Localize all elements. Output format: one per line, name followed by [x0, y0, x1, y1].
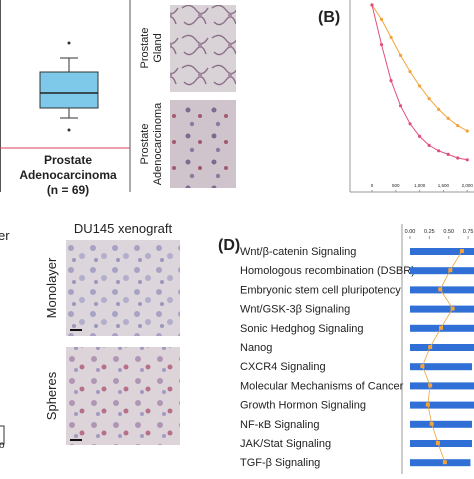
row-label: Monolayer: [44, 257, 59, 318]
cut-label: o: [0, 440, 5, 451]
panel-label: (B): [318, 9, 340, 26]
ratio-point: [429, 421, 434, 426]
point: [418, 84, 422, 88]
pathway-label: Nanog: [240, 342, 272, 354]
pathway-label: Wnt/β-catenin Signaling: [240, 246, 356, 258]
cut-box: [0, 425, 5, 445]
ratio-point: [435, 441, 440, 445]
x-tick-label: 0.75: [463, 229, 474, 235]
bar: [410, 420, 472, 428]
survival-curve: [371, 4, 468, 132]
point: [379, 17, 384, 21]
point: [389, 35, 393, 40]
outlier: [67, 128, 71, 132]
point: [456, 156, 460, 160]
pathway-label: Growth Hormon Signaling: [240, 400, 366, 412]
ratio-line: [421, 250, 463, 463]
group-label: Adenocarcinoma: [19, 168, 117, 182]
ratio-point: [428, 383, 433, 388]
point: [408, 70, 412, 74]
pathway-label: Molecular Mechanisms of Cancer: [240, 380, 404, 392]
pathway-label: Homologous recombination (DSBR): [240, 265, 415, 277]
tissue-label: Gland: [152, 33, 164, 62]
point: [379, 43, 384, 47]
tissue-label: Prostate: [139, 124, 151, 165]
point: [437, 149, 441, 153]
row-label: Spheres: [44, 371, 59, 420]
pathway-label: Sonic Hedghog Signaling: [240, 323, 364, 335]
point: [370, 3, 374, 7]
point: [437, 107, 441, 111]
panel-title: DU145 xenograft: [74, 221, 173, 236]
group-label: (n = 69): [47, 183, 89, 197]
point: [456, 124, 460, 128]
micrograph: [66, 347, 180, 445]
panel-a: Prostate Adenocarcinoma (n = 69): [0, 0, 131, 197]
bar: [410, 440, 472, 447]
tissue-label: Prostate: [139, 28, 151, 69]
bar: [410, 459, 471, 467]
point: [418, 134, 422, 138]
x-tick-label: 0: [371, 183, 374, 188]
tissue-panel: Prostate Gland Prostate Adenocarcinoma: [139, 5, 236, 188]
point: [446, 116, 450, 120]
x-tick-label: 0.00: [405, 229, 416, 235]
ratio-point: [442, 460, 447, 465]
panel-label: (D): [218, 237, 240, 254]
x-tick-label: 0.25: [424, 229, 435, 235]
pathway-label: CXCR4 Signaling: [240, 361, 326, 373]
point: [389, 79, 393, 83]
x-tick-label: 0.50: [443, 229, 454, 235]
ratio-point: [450, 306, 455, 311]
point: [465, 158, 469, 162]
pathway-label: NF-κB Signaling: [240, 419, 319, 431]
point: [465, 129, 469, 133]
ratio-point: [448, 268, 453, 273]
pathway-label: Embryonic stem cell pluripotency: [240, 284, 401, 296]
point: [427, 97, 431, 101]
x-tick-label: 500: [392, 183, 400, 188]
ratio-point: [425, 402, 430, 407]
outlier: [67, 41, 71, 45]
group-label: Prostate: [44, 153, 92, 167]
bar: [410, 363, 472, 371]
panel-c: er DU145 xenograft Monolayer Spheres o: [0, 221, 180, 451]
micrograph: [170, 5, 236, 92]
point: [446, 152, 450, 156]
point: [398, 53, 403, 58]
pathway-label: JAK/Stat Signaling: [240, 438, 331, 450]
box: [39, 71, 99, 109]
point: [427, 143, 431, 147]
cut-label: er: [0, 228, 10, 243]
ratio-point: [428, 345, 433, 349]
bar: [410, 401, 474, 409]
ratio-point: [438, 287, 443, 292]
bar: [410, 382, 474, 390]
micrograph: [66, 240, 180, 336]
ratio-point: [459, 249, 464, 253]
panel-b: (B) 0 500 1,000 1,500 2,000: [318, 0, 474, 193]
bar: [410, 344, 474, 351]
ratio-point: [420, 364, 425, 369]
bar: [410, 248, 474, 255]
tissue-label: Adenocarcinoma: [152, 102, 164, 185]
bar: [410, 305, 474, 313]
pathway-label: Wnt/GSK-3β Signaling: [240, 304, 350, 316]
point: [408, 122, 412, 126]
x-tick-label: 1,000: [414, 183, 426, 188]
x-tick-label: 1,500: [438, 183, 450, 188]
micrograph: [170, 100, 236, 188]
pathway-label: TGF-β Signaling: [240, 457, 320, 469]
point: [398, 104, 403, 108]
bar: [410, 267, 474, 275]
x-tick-label: 2,000: [462, 183, 474, 188]
panel-d: (D) 0.00 0.25 0.50 0.75 Wnt/β-catenin Signal…: [218, 224, 474, 474]
ratio-point: [439, 325, 443, 330]
